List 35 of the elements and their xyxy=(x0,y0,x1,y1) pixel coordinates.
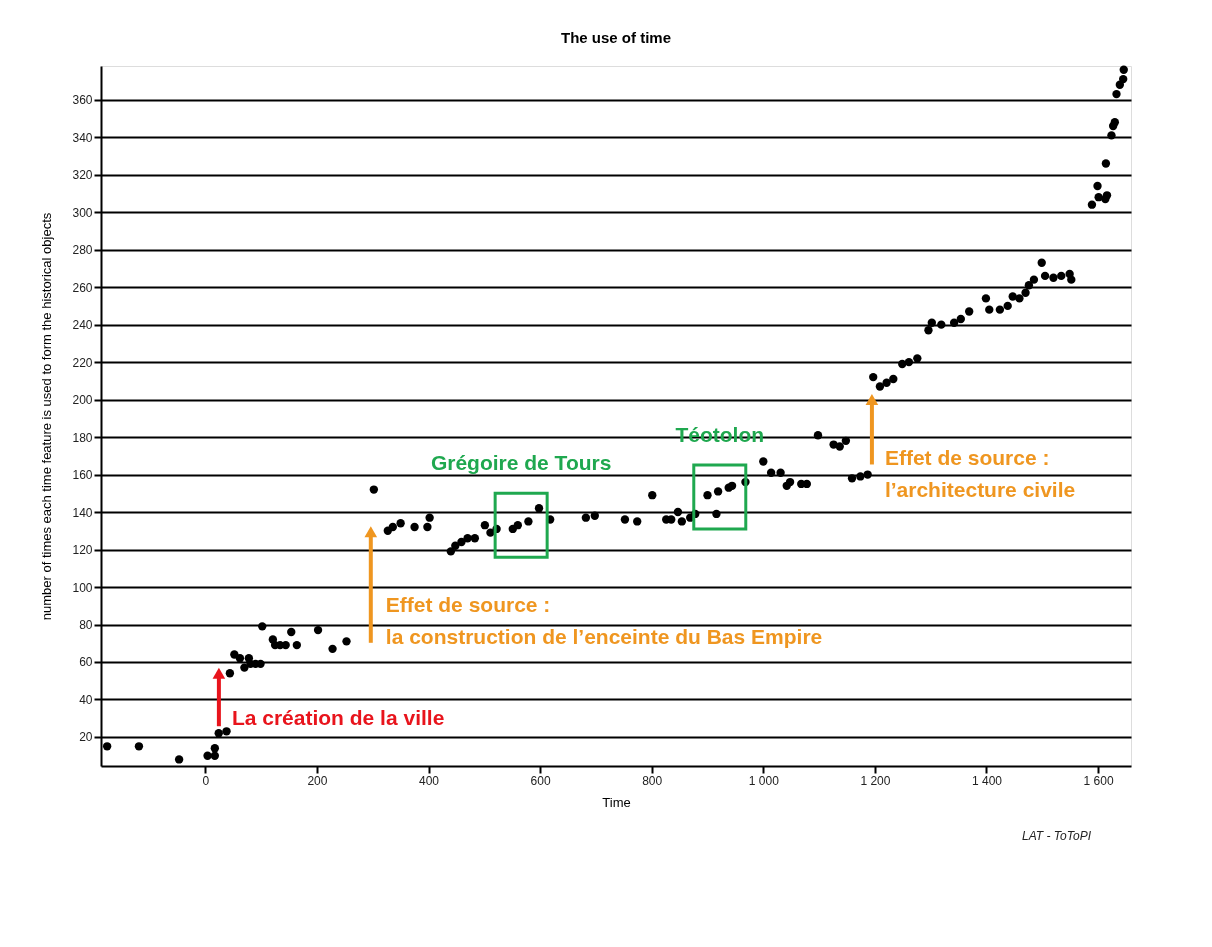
y-tick-label: 340 xyxy=(72,130,93,145)
y-tick-label: 160 xyxy=(72,468,93,483)
x-tick-label: 1 000 xyxy=(748,773,780,788)
annotation: Grégoire de Tours xyxy=(430,451,612,475)
y-tick-label: 100 xyxy=(72,580,93,595)
x-tick-label: 1 200 xyxy=(860,773,891,788)
y-tick-label: 280 xyxy=(72,243,93,258)
y-tick-label: 140 xyxy=(72,505,93,520)
y-tick-label: 200 xyxy=(72,393,93,408)
annotation: Effet de source : la construction de l’enceinte du Bas Empire xyxy=(385,592,823,648)
x-tick-label: 1 400 xyxy=(971,773,1003,788)
y-axis-title: number of times each time feature is used to form the historical objects xyxy=(39,212,55,621)
y-tick-label: 180 xyxy=(72,430,93,445)
y-tick-label: 120 xyxy=(72,543,93,558)
y-tick-label: 240 xyxy=(72,318,93,333)
y-tick-label: 60 xyxy=(79,655,93,670)
x-axis-title: Time xyxy=(602,794,631,810)
y-tick-label: 300 xyxy=(72,205,93,220)
x-tick-label: 0 xyxy=(202,773,210,788)
y-tick-label: 40 xyxy=(79,692,93,707)
annotation: La création de la ville xyxy=(231,706,445,730)
y-tick-label: 260 xyxy=(72,280,93,295)
text: LAT - ToToPI xyxy=(1022,829,1092,843)
x-tick-label: 200 xyxy=(307,773,328,788)
y-tick-label: 220 xyxy=(72,355,93,370)
x-tick-label: 1 600 xyxy=(1083,773,1114,788)
y-tick-label: 360 xyxy=(72,93,93,108)
y-tick-label: 320 xyxy=(72,168,93,183)
annotation: Effet de source : l’architecture civile xyxy=(884,446,1076,502)
x-tick-label: 400 xyxy=(419,773,440,788)
chart-title: The use of time xyxy=(560,28,672,46)
x-tick-label: 800 xyxy=(642,773,663,788)
y-tick-label: 20 xyxy=(79,730,93,745)
y-tick-label: 80 xyxy=(79,618,93,632)
x-tick-label: 600 xyxy=(530,773,551,788)
